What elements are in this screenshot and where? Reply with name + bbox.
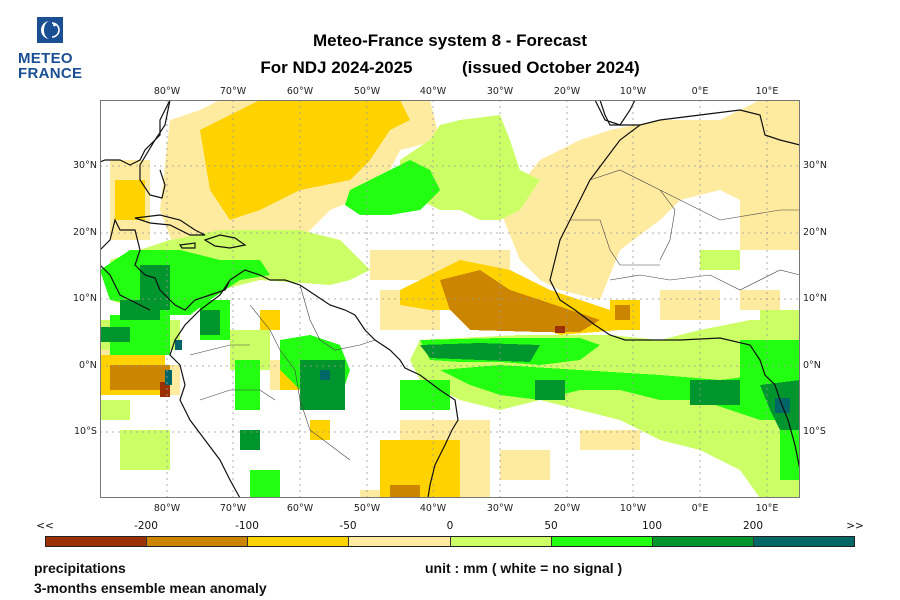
lon-label-top: 30°W: [486, 86, 514, 97]
lat-label-left: 0°N: [79, 360, 97, 371]
lon-label-bottom: 30°W: [486, 503, 514, 514]
lon-label-bottom: 50°W: [353, 503, 381, 514]
lat-label-left: 10°S: [74, 426, 97, 437]
legend-tick: 50: [544, 520, 558, 532]
lon-label-top: 0°E: [691, 86, 709, 97]
lon-label-bottom: 60°W: [286, 503, 314, 514]
color-legend-bar: [45, 536, 855, 547]
legend-swatch: [46, 537, 148, 546]
lon-label-bottom: 80°W: [153, 503, 181, 514]
legend-left-arrow: <<: [36, 520, 54, 532]
chart-title: Meteo-France system 8 - Forecast: [313, 31, 587, 50]
lon-label-bottom: 0°E: [691, 503, 709, 514]
legend-tick: 100: [641, 520, 663, 532]
legend-right-arrow: >>: [846, 520, 864, 532]
chart-subtitle: For NDJ 2024-2025 (issued October 2024): [0, 58, 900, 78]
legend-swatch: [652, 537, 754, 546]
legend-swatch: [450, 537, 552, 546]
map-frame: [100, 100, 800, 498]
lat-label-left: 10°N: [73, 293, 97, 304]
meteo-france-logo: METEO FRANCE: [18, 17, 82, 81]
legend-tick: -200: [134, 520, 158, 532]
lat-label-right: 10°S: [803, 426, 826, 437]
legend-swatch: [349, 537, 451, 546]
issue-date: (issued October 2024): [461, 58, 640, 77]
coastlines: [100, 100, 800, 498]
unit-label: unit : mm ( white = no signal ): [425, 560, 623, 576]
lon-label-top: 40°W: [419, 86, 447, 97]
legend-swatch: [753, 537, 854, 546]
lat-label-right: 10°N: [803, 293, 827, 304]
legend-tick: -100: [235, 520, 259, 532]
logo-line1: METEO: [18, 50, 73, 67]
lon-label-top: 70°W: [219, 86, 247, 97]
logo-line2: FRANCE: [18, 65, 83, 82]
lon-label-bottom: 10°E: [755, 503, 779, 514]
meteo-france-logo-icon: [37, 17, 63, 43]
lon-label-bottom: 70°W: [219, 503, 247, 514]
legend-tick: 200: [742, 520, 764, 532]
lon-label-top: 10°E: [755, 86, 779, 97]
lon-label-top: 80°W: [153, 86, 181, 97]
lon-label-bottom: 10°W: [619, 503, 647, 514]
lon-label-bottom: 20°W: [553, 503, 581, 514]
lon-label-top: 10°W: [619, 86, 647, 97]
lon-label-top: 60°W: [286, 86, 314, 97]
lat-label-right: 20°N: [803, 227, 827, 238]
description-label: 3-months ensemble mean anomaly: [34, 580, 267, 596]
legend-swatch: [248, 537, 350, 546]
graticule: [100, 100, 800, 498]
legend-swatch: [147, 537, 249, 546]
legend-tick: 0: [446, 520, 454, 532]
lon-label-top: 50°W: [353, 86, 381, 97]
lon-label-top: 20°W: [553, 86, 581, 97]
legend-tick: -50: [339, 520, 357, 532]
borders: [189, 169, 800, 461]
lat-label-right: 0°N: [803, 360, 821, 371]
precipitation-anomaly-map: [100, 100, 800, 498]
lat-label-left: 20°N: [73, 227, 97, 238]
forecast-period: For NDJ 2024-2025: [260, 58, 413, 77]
legend-swatch: [551, 537, 653, 546]
lon-label-bottom: 40°W: [419, 503, 447, 514]
lat-label-right: 30°N: [803, 160, 827, 171]
variable-label: precipitations: [34, 560, 126, 576]
lat-label-left: 30°N: [73, 160, 97, 171]
